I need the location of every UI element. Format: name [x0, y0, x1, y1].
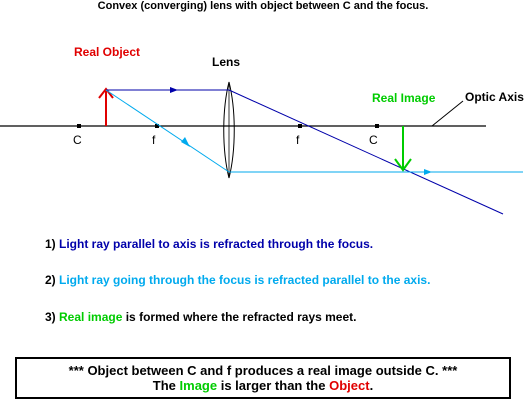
optic-axis-label: Optic Axis: [465, 90, 524, 104]
c-left-marker: [77, 124, 81, 128]
ray-focus-refracted-arrow: [424, 169, 432, 175]
note-3-highlight: Real image: [59, 310, 123, 324]
ray-parallel-refracted: [228, 89, 504, 215]
note-1-text: Light ray parallel to axis is refracted …: [59, 237, 374, 251]
lens-label: Lens: [212, 55, 241, 69]
c-right-label: C: [369, 133, 378, 147]
summary-object-word: Object: [329, 378, 370, 393]
note-2: 2) Light ray going through the focus is …: [45, 273, 430, 287]
note-3-text: is formed where the refracted rays meet.: [122, 310, 357, 324]
summary-image-word: Image: [179, 378, 218, 393]
diagram-title: Convex (converging) lens with object bet…: [97, 0, 429, 12]
summary-line-1: *** Object between C and f produces a re…: [68, 363, 458, 378]
note-3: 3) Real image is formed where the refrac…: [45, 310, 356, 324]
ray-parallel-arrow: [170, 87, 178, 93]
ray-focus-arrow: [181, 137, 190, 147]
object-arrow-head: [98, 87, 114, 99]
ray-focus-incident: [105, 89, 230, 173]
summary-suffix: .: [369, 378, 374, 393]
summary-box: *** Object between C and f produces a re…: [15, 357, 511, 399]
real-object-label: Real Object: [74, 45, 141, 59]
note-3-number: 3): [45, 310, 56, 324]
f-right-marker: [298, 124, 302, 128]
summary-middle: is larger than the: [217, 378, 330, 393]
optic-axis-pointer: [431, 100, 464, 127]
note-1: 1) Light ray parallel to axis is refract…: [45, 237, 373, 251]
summary-prefix: The: [152, 378, 180, 393]
f-left-label: f: [152, 133, 156, 147]
f-left-marker: [155, 124, 159, 128]
summary-line-2: The Image is larger than the Object.: [17, 378, 509, 393]
f-right-label: f: [296, 133, 300, 147]
note-2-number: 2): [45, 273, 56, 287]
note-1-number: 1): [45, 237, 56, 251]
real-image-label: Real Image: [372, 91, 436, 105]
c-right-marker: [375, 124, 379, 128]
c-left-label: C: [73, 133, 82, 147]
image-arrow-head: [394, 158, 412, 172]
note-2-text: Light ray going through the focus is ref…: [59, 273, 431, 287]
